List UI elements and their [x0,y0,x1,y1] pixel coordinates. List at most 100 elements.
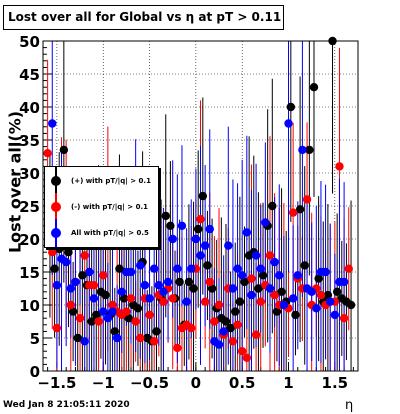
y-tick-label: 50 [19,33,40,51]
data-point [166,221,175,230]
data-point [136,261,145,270]
data-point [48,248,57,257]
data-point [233,264,242,273]
data-point [247,274,256,283]
y-tick-label: 45 [19,66,40,84]
data-point [115,264,124,273]
y-tick-label: 30 [19,165,40,183]
data-point [265,251,275,260]
data-point [272,307,282,316]
data-point [145,294,154,303]
legend-label: (-) with pT/|q| > 0.1 [71,203,148,211]
y-tick-label: 40 [19,99,40,117]
legend-entry-negative: (-) with pT/|q| > 0.1 [45,193,158,221]
data-point [323,290,333,300]
data-point [73,333,82,343]
data-point [71,277,80,287]
data-point [339,314,349,323]
data-point [295,205,305,214]
data-point [226,323,235,333]
data-point [237,271,247,280]
legend-entry-positive: (+) with pT/|q| > 0.1 [45,167,158,195]
data-point [307,287,316,296]
data-point [117,287,126,296]
data-point [228,284,238,293]
data-point [187,264,196,273]
data-point [122,307,131,316]
data-point [85,267,94,277]
x-tick-label: −0.5 [130,374,169,392]
y-tick-label: 15 [19,264,40,282]
data-point [126,294,136,303]
data-point [221,317,231,326]
data-point [233,320,242,329]
y-tick-label: 5 [30,330,40,348]
data-point [254,284,263,293]
y-tick-label: 35 [19,132,40,150]
data-point [87,317,96,326]
data-point [316,290,326,300]
data-point [159,287,168,296]
legend-entry-all: All with pT/|q| > 0.5 [45,219,158,247]
data-point [159,297,168,306]
data-point [224,241,233,250]
data-point [145,310,154,320]
plot-frame [42,40,359,372]
data-point [161,211,170,221]
data-point [288,208,298,217]
data-point [203,261,212,270]
data-point [258,271,268,280]
data-point [200,297,210,306]
y-tick-label: 20 [19,231,40,249]
data-point [184,277,194,287]
data-point [298,145,307,155]
legend-label: (+) with pT/|q| > 0.1 [71,177,151,185]
data-point [275,271,284,280]
legend-marker-all [51,228,61,238]
data-point [326,297,335,306]
data-point [242,228,252,237]
x-tick-label: 1 [283,374,293,392]
data-point [251,330,261,339]
data-point [101,290,110,300]
data-point [339,277,349,287]
legend-label: All with pT/|q| > 0.5 [71,229,149,237]
data-point [261,218,270,227]
x-tick-label: 1.5 [322,374,349,392]
data-point [59,145,69,155]
data-point [52,323,62,333]
data-point [110,327,120,336]
data-point [177,221,187,230]
data-point [321,267,330,277]
data-point [66,284,75,293]
data-point [314,274,323,283]
data-point [196,251,205,260]
data-point [228,337,238,346]
data-point [89,294,99,303]
data-point [75,314,85,323]
data-point [256,297,265,306]
data-point [94,317,103,326]
data-point [48,119,57,128]
data-point [152,327,161,336]
data-point [149,264,159,273]
data-point [288,294,298,303]
x-tick-label: 0.5 [229,374,256,392]
data-point [124,314,133,323]
data-point [231,307,240,316]
data-point [173,343,182,353]
data-point [240,277,249,287]
data-point [50,264,59,273]
data-point [78,271,87,280]
data-point [126,267,136,277]
data-point [182,297,191,306]
data-point [268,201,277,211]
legend-marker-negative [51,202,61,212]
data-point [61,257,71,267]
data-point [198,191,208,201]
data-point [52,281,62,290]
data-point [64,248,73,257]
data-point [286,102,296,112]
data-point [284,119,293,128]
